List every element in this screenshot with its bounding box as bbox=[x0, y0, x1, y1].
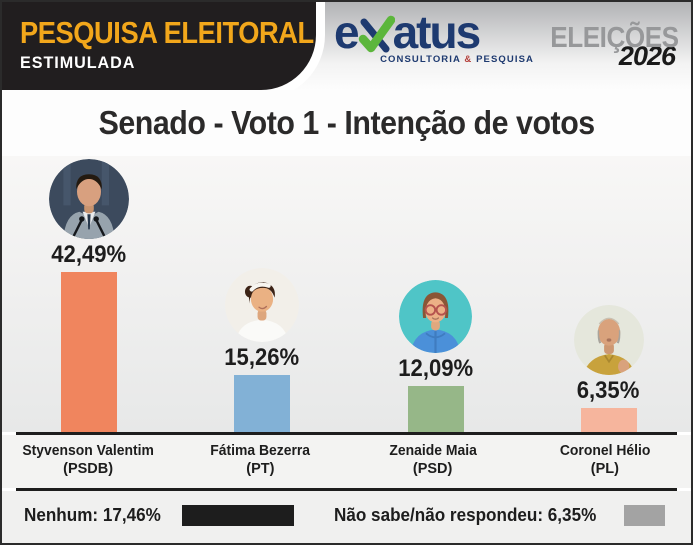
exatus-logo: e atus CONSULTORIA & PESQUISA bbox=[334, 6, 534, 66]
percent-label: 42,49% bbox=[51, 241, 126, 268]
bar-chart: 42,49% 15,26% 12,09% bbox=[2, 156, 691, 432]
vote-bar bbox=[60, 272, 117, 432]
dont-know-label: Não sabe/não respondeu: 6,35% bbox=[333, 504, 597, 525]
candidate-party: (PL) bbox=[590, 461, 619, 478]
candidate-name: Zenaide Maia bbox=[388, 443, 477, 459]
percent-label: 6,35% bbox=[577, 377, 640, 404]
candidate-column: 12,09% bbox=[349, 280, 522, 432]
vote-bar bbox=[233, 375, 290, 432]
candidate-photo bbox=[224, 268, 299, 342]
logo-subtitle: CONSULTORIA & PESQUISA bbox=[334, 54, 534, 65]
banner-title: PESQUISA ELEITORAL bbox=[20, 15, 314, 51]
edition-year: 2026 bbox=[618, 41, 676, 71]
percent-label: 12,09% bbox=[398, 355, 473, 382]
none-response-label: Nenhum: 17,46% bbox=[24, 504, 161, 525]
candidate-name: Styvenson Valentim bbox=[22, 443, 154, 459]
chart-baseline bbox=[16, 432, 677, 435]
candidate-name: Fátima Bezerra bbox=[210, 443, 311, 459]
dont-know-bar bbox=[624, 504, 665, 526]
exatus-logo-word: e atus bbox=[334, 6, 534, 58]
candidate-name-block: Zenaide Maia (PSD) bbox=[347, 435, 519, 488]
percent-label: 15,26% bbox=[224, 344, 299, 371]
logo-subtitle-post: PESQUISA bbox=[476, 54, 534, 66]
candidate-name: Coronel Hélio bbox=[559, 443, 651, 459]
candidate-party: (PSD) bbox=[412, 461, 453, 478]
candidate-photo bbox=[573, 305, 644, 375]
candidate-name-block: Styvenson Valentim (PSDB) bbox=[2, 435, 174, 488]
candidate-column: 15,26% bbox=[175, 268, 348, 432]
logo-text-start: e bbox=[334, 6, 360, 58]
header: e atus CONSULTORIA & PESQUISA ELEIÇÕES 2… bbox=[2, 2, 691, 90]
banner-subtitle: ESTIMULADA bbox=[20, 52, 136, 72]
logo-subtitle-pre: CONSULTORIA bbox=[380, 54, 461, 66]
edition-block: ELEIÇÕES 2026 bbox=[536, 22, 680, 71]
candidate-names-row: Styvenson Valentim (PSDB) Fátima Bezerra … bbox=[2, 435, 691, 488]
none-response-bar bbox=[182, 504, 295, 526]
logo-text-end: atus bbox=[392, 6, 482, 58]
candidate-party: (PT) bbox=[246, 461, 275, 478]
candidate-name-block: Fátima Bezerra (PT) bbox=[174, 435, 346, 488]
footer: Nenhum: 17,46% Não sabe/não respondeu: 6… bbox=[2, 491, 691, 543]
vote-bar bbox=[407, 386, 464, 432]
check-icon bbox=[358, 16, 395, 53]
dont-know-group: Não sabe/não respondeu: 6,35% bbox=[333, 504, 665, 526]
candidate-column: 6,35% bbox=[522, 305, 691, 432]
candidate-name-block: Coronel Hélio (PL) bbox=[519, 435, 691, 488]
page-title: Senado - Voto 1 - Intenção de votos bbox=[98, 104, 595, 141]
candidate-column: 42,49% bbox=[2, 159, 175, 432]
edition-label: ELEIÇÕES bbox=[550, 22, 680, 54]
divider-line bbox=[16, 488, 677, 491]
none-response-group: Nenhum: 17,46% bbox=[24, 504, 295, 526]
candidate-party: (PSDB) bbox=[63, 461, 114, 478]
banner-box: PESQUISA ELEITORAL ESTIMULADA bbox=[2, 2, 316, 90]
vote-bar bbox=[580, 408, 637, 432]
candidate-photo bbox=[399, 280, 472, 353]
logo-subtitle-amp: & bbox=[464, 54, 473, 66]
candidate-photo bbox=[48, 159, 129, 239]
title-row: Senado - Voto 1 - Intenção de votos bbox=[2, 90, 691, 156]
